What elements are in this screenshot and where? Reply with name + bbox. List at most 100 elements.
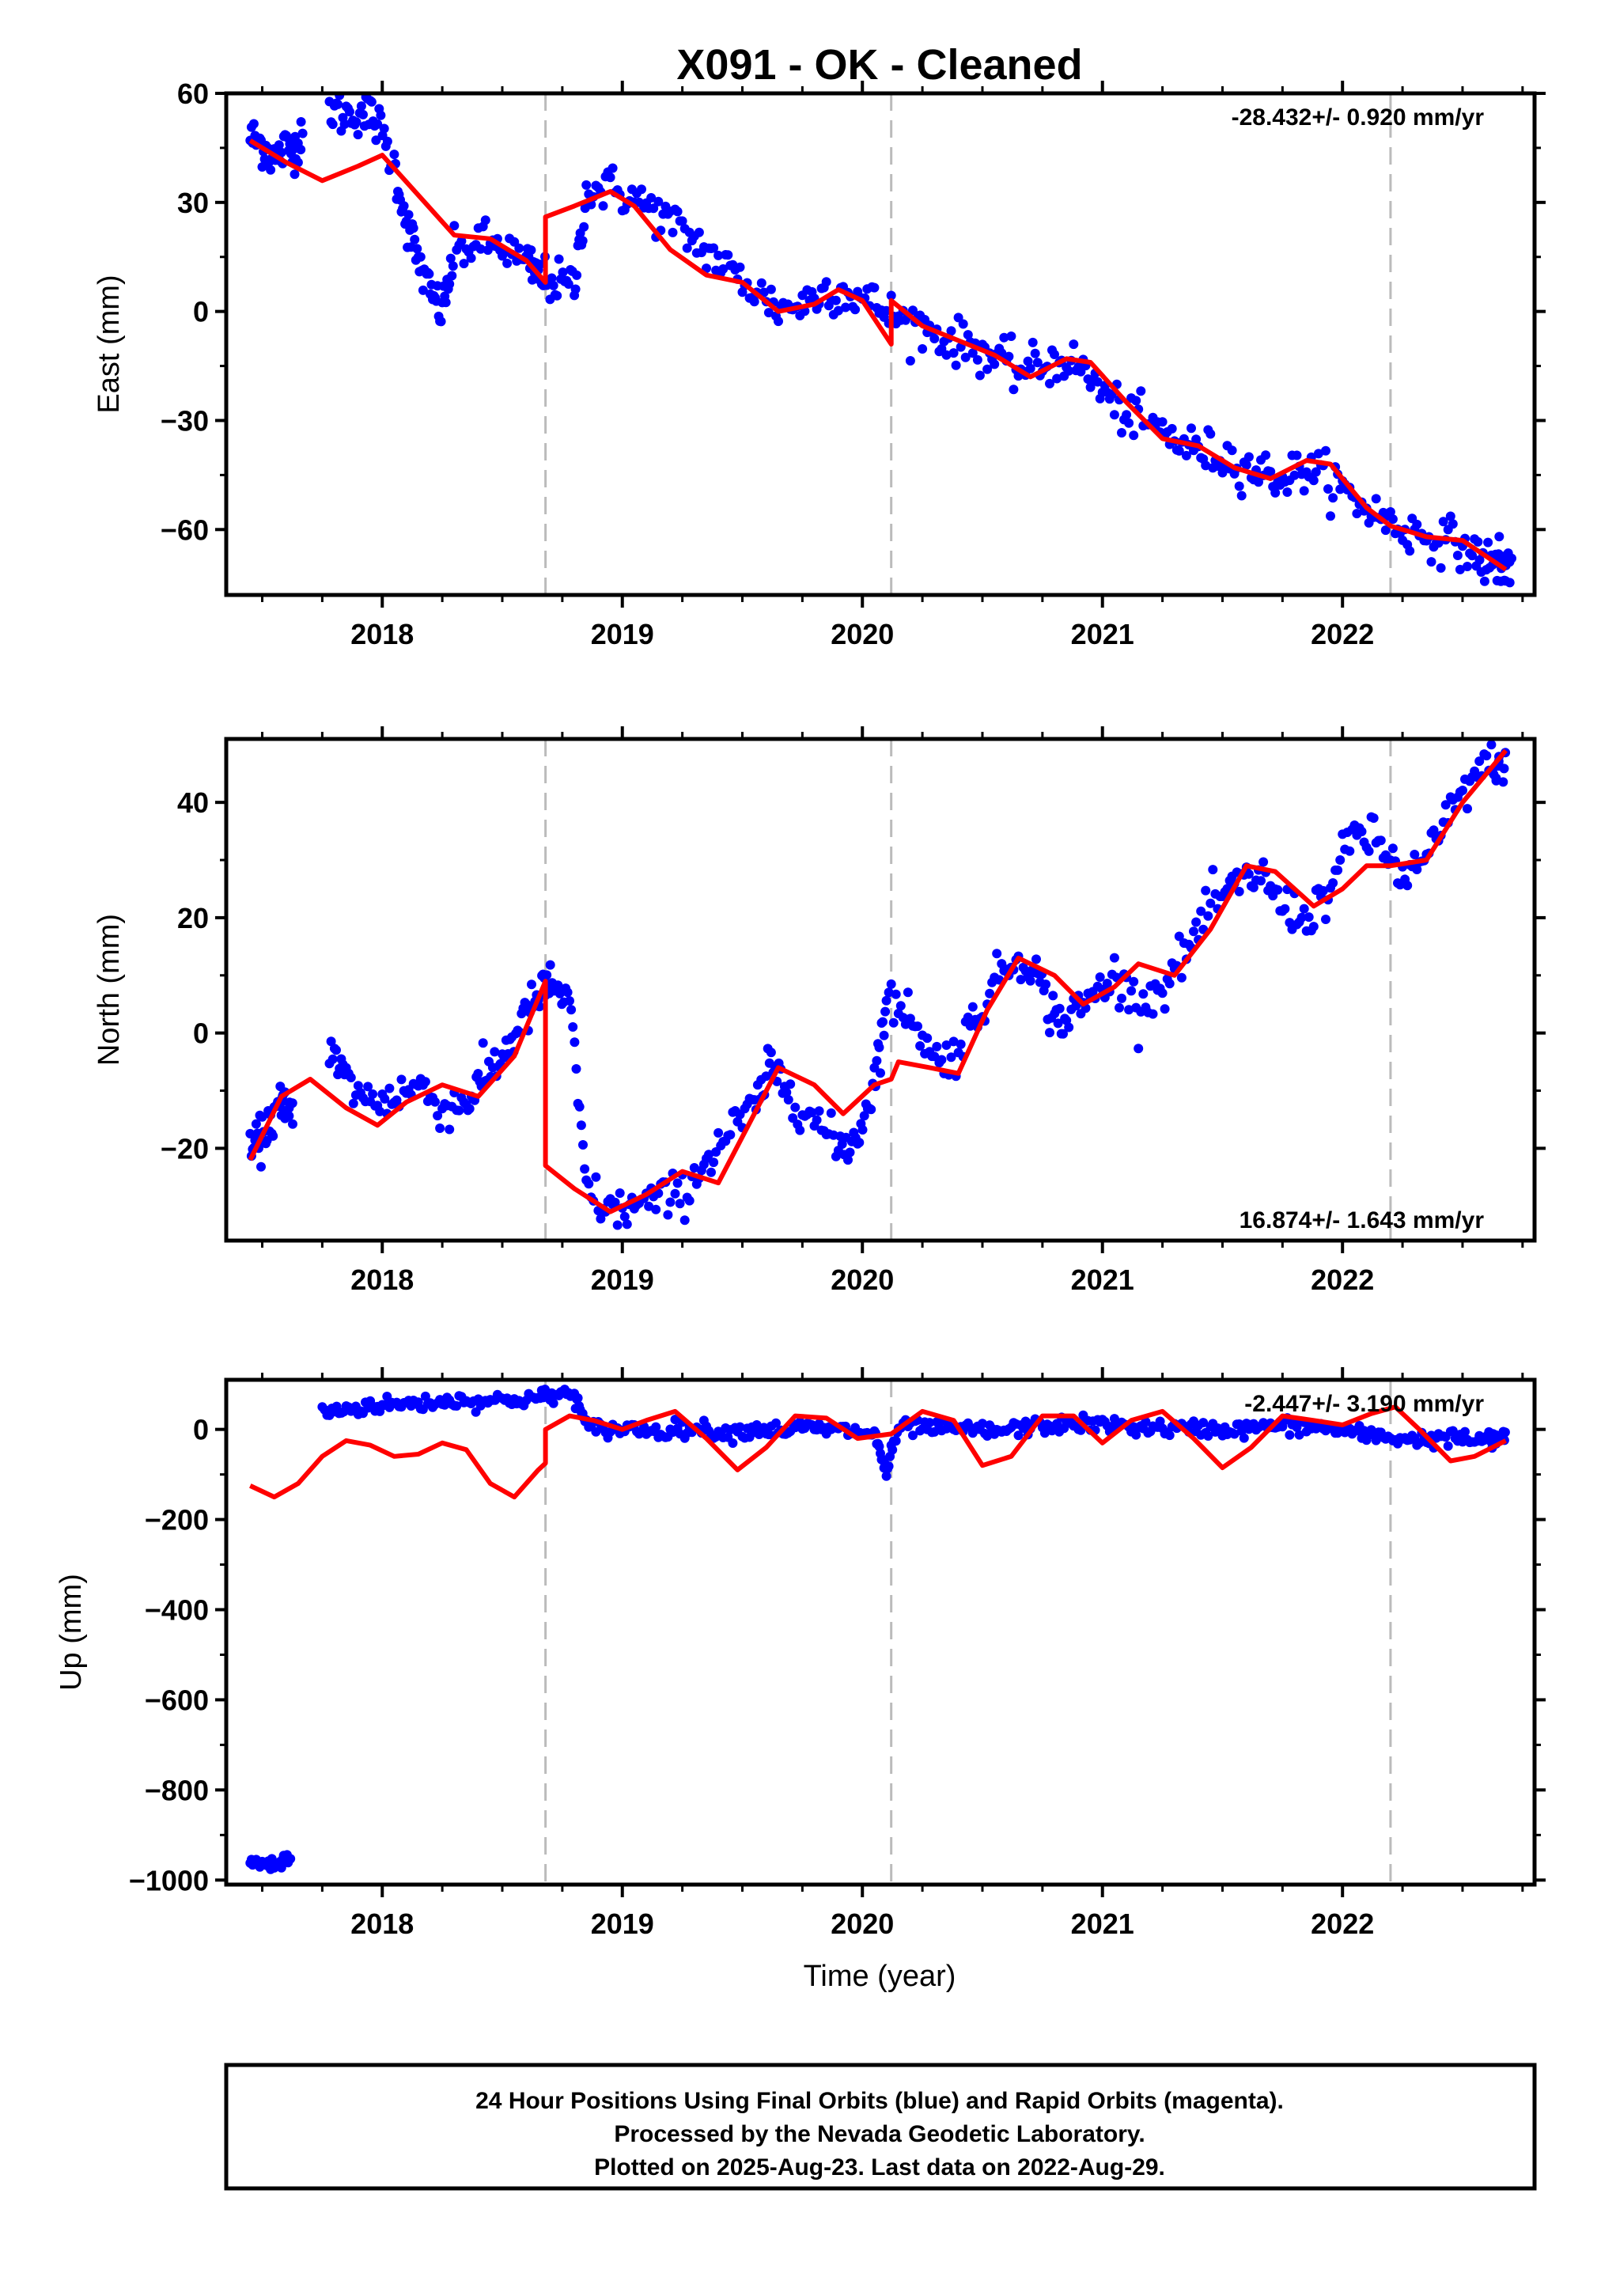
data-point [333, 99, 343, 109]
data-point [435, 1123, 445, 1133]
x-tick-label: 2019 [591, 1264, 654, 1296]
plot-frame [224, 737, 1537, 1243]
data-point [399, 201, 409, 211]
data-point [704, 1150, 713, 1160]
data-point [1020, 1416, 1031, 1426]
data-point [1479, 576, 1489, 586]
data-point [845, 1147, 855, 1157]
data-point [790, 1102, 800, 1112]
data-point [1102, 979, 1112, 988]
data-point [850, 305, 861, 315]
data-point [990, 359, 1000, 369]
data-point [1126, 986, 1137, 996]
data-point [946, 1052, 956, 1063]
data-point [348, 1098, 358, 1108]
data-point [1321, 915, 1330, 924]
data-point [542, 970, 552, 980]
data-point [619, 1211, 630, 1222]
data-point [1157, 988, 1168, 998]
data-point [672, 1178, 683, 1188]
data-point [881, 1471, 891, 1481]
data-point [576, 1120, 586, 1131]
data-point [1058, 1029, 1068, 1039]
data-point [420, 1391, 430, 1401]
x-tick-label: 2018 [350, 1264, 414, 1296]
data-point [1335, 855, 1346, 865]
data-point [1071, 1001, 1081, 1011]
data-point [1064, 1022, 1074, 1032]
data-point [480, 215, 490, 225]
x-tick-label: 2020 [831, 1908, 894, 1940]
data-point [1412, 519, 1422, 529]
y-tick-label: 60 [177, 78, 209, 110]
data-point [1174, 931, 1184, 942]
data-point [937, 1055, 947, 1065]
data-point [580, 1164, 590, 1174]
data-point [1304, 912, 1314, 923]
data-point [433, 1111, 443, 1121]
model-line [249, 1404, 1507, 1500]
data-point [1498, 1426, 1508, 1437]
data-point [475, 244, 486, 254]
data-point [903, 987, 913, 998]
data-point [918, 344, 928, 354]
data-point [464, 1104, 475, 1114]
data-point [960, 352, 971, 362]
data-point [963, 330, 973, 340]
north-panel: 40 20 0 −20 2018 2019 2020 2021 2022 North (mm) 16… [93, 726, 1546, 1296]
data-point [915, 1041, 925, 1051]
data-point [821, 277, 831, 287]
data-point [547, 273, 557, 283]
data-point [1157, 417, 1168, 427]
data-point [761, 1071, 771, 1082]
data-point [459, 259, 469, 269]
data-point [327, 1054, 338, 1064]
data-point [1458, 786, 1467, 795]
data-point [1289, 470, 1300, 480]
data-point [1448, 519, 1458, 529]
data-point [356, 101, 366, 112]
data-point [410, 234, 420, 244]
data-point [436, 316, 446, 327]
x-tick-label: 2019 [591, 618, 654, 650]
data-point [607, 163, 618, 173]
data-point [1131, 1430, 1141, 1440]
data-point [1270, 487, 1281, 498]
data-point [665, 1197, 676, 1207]
data-point [449, 221, 460, 231]
data-point [677, 216, 687, 226]
data-point [670, 1415, 680, 1425]
data-point [1474, 555, 1485, 565]
data-point [723, 250, 733, 260]
data-point [1109, 1414, 1119, 1424]
data-point [573, 1393, 583, 1403]
data-point [1318, 885, 1328, 896]
data-point [735, 262, 745, 272]
footer-line-1: 24 Hour Positions Using Final Orbits (bl… [475, 2088, 1284, 2114]
data-point [1109, 410, 1119, 420]
data-point [843, 1155, 853, 1165]
data-point [1494, 532, 1504, 542]
data-point [725, 1130, 736, 1140]
data-point [872, 1055, 882, 1066]
y-tick-label: −800 [145, 1774, 209, 1806]
data-point [584, 1179, 594, 1189]
data-point [548, 1398, 558, 1408]
data-point [527, 979, 536, 990]
data-point [651, 1422, 661, 1432]
data-point [379, 123, 389, 134]
data-point [1387, 514, 1398, 525]
data-point [1160, 1004, 1170, 1014]
data-point [672, 206, 683, 217]
data-point [1426, 557, 1436, 567]
data-point [454, 1105, 464, 1116]
data-point [1311, 467, 1321, 477]
data-point [572, 270, 582, 280]
data-point [891, 989, 901, 999]
data-point [1039, 1428, 1050, 1438]
data-point [245, 1128, 255, 1139]
data-point [441, 297, 451, 308]
data-point [763, 308, 774, 318]
data-point [1467, 551, 1478, 561]
data-point [577, 236, 588, 246]
